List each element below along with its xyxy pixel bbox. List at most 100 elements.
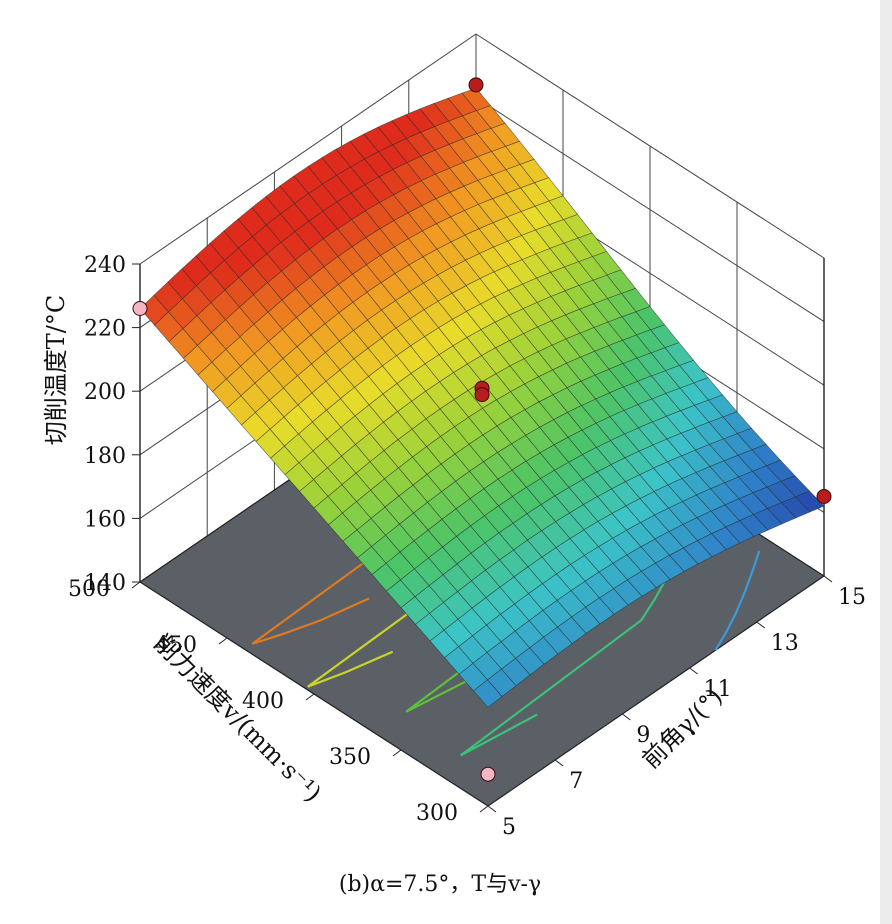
surface-cell [564, 285, 594, 310]
surface-cell [293, 166, 323, 194]
surface-cell [565, 308, 595, 334]
surface-cell [265, 185, 295, 215]
y-tick-label: 350 [329, 745, 371, 770]
surface-cell [294, 220, 324, 250]
surface-cell [294, 193, 324, 222]
y-tick-mark [479, 805, 489, 813]
surface-cell [626, 546, 656, 572]
surface-cell [567, 405, 597, 431]
surface-cell [528, 583, 558, 611]
surface-cell [638, 421, 668, 446]
design-point-5 [480, 766, 496, 782]
surface-cell [607, 293, 637, 318]
surface-cell [253, 311, 283, 342]
surface-cell [609, 410, 639, 435]
surface-cell [311, 380, 341, 411]
surface-cell [284, 433, 314, 464]
surface-cell [312, 438, 342, 469]
surface-cell [637, 398, 667, 423]
surface-cell [212, 378, 242, 409]
z-tick-label: 240 [84, 253, 126, 278]
surface-cell [511, 460, 541, 488]
surface-cell [211, 348, 241, 380]
surface-cell [266, 213, 296, 243]
response-surface [139, 87, 825, 708]
surface-cell [585, 597, 615, 625]
surface-cell [607, 316, 637, 341]
design-point-4 [816, 489, 832, 504]
surface-cell [664, 342, 695, 366]
surface-cell [582, 447, 612, 473]
design-points [132, 77, 832, 782]
z-axis-label: 切削温度T/°C [42, 295, 70, 445]
surface-cell [707, 394, 738, 418]
surface-cell [543, 626, 573, 655]
surface-cell [341, 472, 371, 502]
wall-grid-line [475, 33, 825, 259]
surface-cell [654, 507, 684, 532]
surface-cell [384, 495, 414, 525]
z-tick-label: 160 [84, 507, 126, 532]
surface-cell [366, 282, 396, 311]
surface-cell [266, 241, 296, 272]
surface-cell [583, 521, 613, 547]
surface-cell [313, 467, 343, 497]
surface-cell [496, 417, 526, 445]
x-tick-label: 7 [569, 769, 583, 794]
surface-cell [313, 495, 343, 526]
surface-cell [283, 375, 313, 406]
z-tick-label: 200 [84, 380, 126, 405]
surface-cell [548, 195, 578, 220]
contour-line-4 [714, 550, 761, 651]
x-tick-mark [756, 621, 766, 629]
scrollbar-track [880, 0, 892, 924]
design-point-3 [474, 387, 490, 403]
surface-cell [549, 219, 579, 244]
surface-cell [636, 352, 666, 377]
surface-cell [384, 467, 414, 497]
surface-cell [282, 346, 312, 377]
surface-cell [709, 460, 740, 484]
surface-cell [254, 370, 284, 401]
surface-cell [311, 351, 341, 382]
x-tick-label: 15 [838, 585, 866, 610]
surface-cell [696, 488, 726, 512]
x-tick-mark [622, 713, 631, 721]
surface-cell [421, 198, 451, 225]
y-tick-label: 500 [68, 577, 110, 602]
design-point-1 [468, 77, 484, 93]
surface-cell [527, 530, 557, 558]
surface-cell [223, 218, 253, 249]
surface-cell [296, 305, 326, 336]
surface-cell [383, 411, 413, 441]
surface-cell [383, 439, 413, 469]
x-tick-mark [689, 667, 698, 675]
z-tick-label: 220 [84, 317, 126, 342]
wall-grid-line [475, 97, 825, 323]
surface-cell [399, 540, 429, 570]
surface-cell [566, 356, 596, 382]
surface-cell [253, 282, 283, 313]
surface-cell [512, 486, 542, 514]
surface-cell [340, 386, 370, 417]
surface-cell [211, 319, 241, 350]
surface-cell [382, 383, 412, 412]
surface-cell [406, 131, 436, 157]
surface-cell [654, 531, 684, 556]
surface-cell [323, 256, 353, 285]
x-tick-label: 13 [771, 631, 799, 656]
surface-cell [608, 339, 638, 364]
surface-cell [696, 510, 726, 535]
surface-cell [635, 306, 665, 331]
y-tick-mark [392, 749, 402, 757]
surface-cell [664, 365, 695, 389]
surface-cell [295, 248, 325, 278]
surface-cell [610, 457, 640, 482]
surface-cell [708, 438, 739, 462]
surface-cell [666, 432, 696, 457]
surface-cell [708, 416, 739, 440]
surface-cell [625, 498, 655, 523]
surface-cell [667, 478, 697, 502]
surface-cell [312, 409, 342, 440]
